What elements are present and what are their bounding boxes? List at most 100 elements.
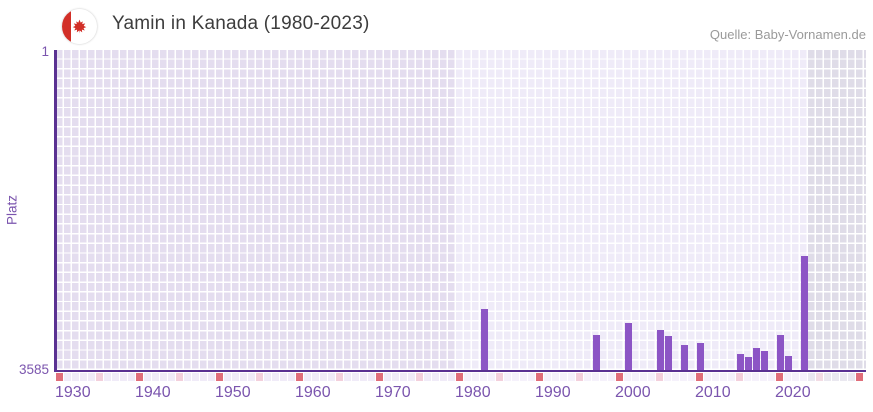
year-cell-2028: [840, 373, 847, 381]
x-tick-1970: 1970: [375, 384, 411, 401]
year-cell-1930: [56, 373, 63, 381]
year-cell-2013: [720, 373, 727, 381]
x-tick-2010: 2010: [695, 384, 731, 401]
year-cell-1964: [328, 373, 335, 381]
year-cell-1952: [232, 373, 239, 381]
year-cell-1968: [360, 373, 367, 381]
x-tick-1990: 1990: [535, 384, 571, 401]
year-cell-2018: [760, 373, 767, 381]
year-cell-1990: [536, 373, 543, 381]
year-cell-1943: [160, 373, 167, 381]
year-cell-1989: [528, 373, 535, 381]
bar-1983[interactable]: [480, 308, 488, 370]
year-cell-1993: [560, 373, 567, 381]
bar-2015[interactable]: [736, 354, 744, 370]
year-cell-2016: [744, 373, 751, 381]
y-tick-top: 1: [41, 44, 49, 59]
year-cell-2004: [648, 373, 655, 381]
bar-2006[interactable]: [664, 336, 672, 370]
x-tick-2000: 2000: [615, 384, 651, 401]
year-cell-2000: [616, 373, 623, 381]
year-cell-2024: [808, 373, 815, 381]
bar-2020[interactable]: [776, 335, 784, 370]
year-cell-1987: [512, 373, 519, 381]
source-attribution: Quelle: Baby-Vornamen.de: [709, 27, 866, 42]
year-cell-1986: [504, 373, 511, 381]
year-cell-2003: [640, 373, 647, 381]
year-cell-2021: [784, 373, 791, 381]
year-cell-2007: [672, 373, 679, 381]
bg-before-data-range: [56, 50, 456, 370]
bar-2001[interactable]: [624, 322, 632, 370]
year-cell-1940: [136, 373, 143, 381]
year-cell-2010: [696, 373, 703, 381]
bar-2010[interactable]: [696, 342, 704, 370]
year-cell-1935: [96, 373, 103, 381]
y-tick-bottom: 3585: [18, 362, 49, 377]
year-cell-2015: [736, 373, 743, 381]
year-cell-1957: [272, 373, 279, 381]
year-cell-2011: [704, 373, 711, 381]
year-cell-1999: [608, 373, 615, 381]
bar-2016[interactable]: [744, 357, 752, 370]
year-cell-1933: [80, 373, 87, 381]
year-cell-1946: [184, 373, 191, 381]
year-cell-1973: [400, 373, 407, 381]
bg-data-range: [456, 50, 808, 370]
year-cell-1981: [464, 373, 471, 381]
bar-2018[interactable]: [760, 351, 768, 370]
year-cell-1977: [432, 373, 439, 381]
bar-2021[interactable]: [784, 355, 792, 370]
year-cell-1955: [256, 373, 263, 381]
bar-2017[interactable]: [752, 348, 760, 370]
bar-2008[interactable]: [680, 345, 688, 370]
flag-left-band: [62, 9, 71, 44]
year-cell-2009: [688, 373, 695, 381]
canada-flag-icon: [62, 9, 97, 44]
year-cell-1992: [552, 373, 559, 381]
year-cell-1966: [344, 373, 351, 381]
x-axis-line: [54, 370, 866, 372]
year-cell-1953: [240, 373, 247, 381]
year-cell-1991: [544, 373, 551, 381]
year-cell-1985: [496, 373, 503, 381]
year-cell-2029: [848, 373, 855, 381]
year-cell-1961: [304, 373, 311, 381]
year-cell-1982: [472, 373, 479, 381]
year-cell-1971: [384, 373, 391, 381]
year-cell-1960: [296, 373, 303, 381]
bar-2023[interactable]: [800, 256, 808, 370]
year-cell-1969: [368, 373, 375, 381]
year-cell-1963: [320, 373, 327, 381]
year-cell-1980: [456, 373, 463, 381]
year-cell-1970: [376, 373, 383, 381]
bar-1997[interactable]: [592, 335, 600, 370]
y-axis-line: [54, 50, 57, 372]
year-cell-2006: [664, 373, 671, 381]
year-cell-1937: [112, 373, 119, 381]
year-cell-1994: [568, 373, 575, 381]
year-cell-2005: [656, 373, 663, 381]
y-axis-title: Platz: [4, 194, 20, 226]
year-cell-1950: [216, 373, 223, 381]
year-cell-1942: [152, 373, 159, 381]
year-cell-2023: [800, 373, 807, 381]
year-cell-1997: [592, 373, 599, 381]
year-cell-1974: [408, 373, 415, 381]
year-cell-1938: [120, 373, 127, 381]
bar-2005[interactable]: [656, 330, 664, 370]
flag-center-band: [70, 9, 89, 44]
year-cell-1948: [200, 373, 207, 381]
year-cell-1959: [288, 373, 295, 381]
x-tick-1930: 1930: [55, 384, 91, 401]
year-cell-1976: [424, 373, 431, 381]
year-cell-2026: [824, 373, 831, 381]
year-cell-1958: [280, 373, 287, 381]
maple-leaf-icon: [72, 19, 87, 34]
year-cell-1978: [440, 373, 447, 381]
year-cell-2012: [712, 373, 719, 381]
x-tick-2020: 2020: [775, 384, 811, 401]
year-cell-2019: [768, 373, 775, 381]
year-cell-2030: [856, 373, 863, 381]
year-cell-1956: [264, 373, 271, 381]
